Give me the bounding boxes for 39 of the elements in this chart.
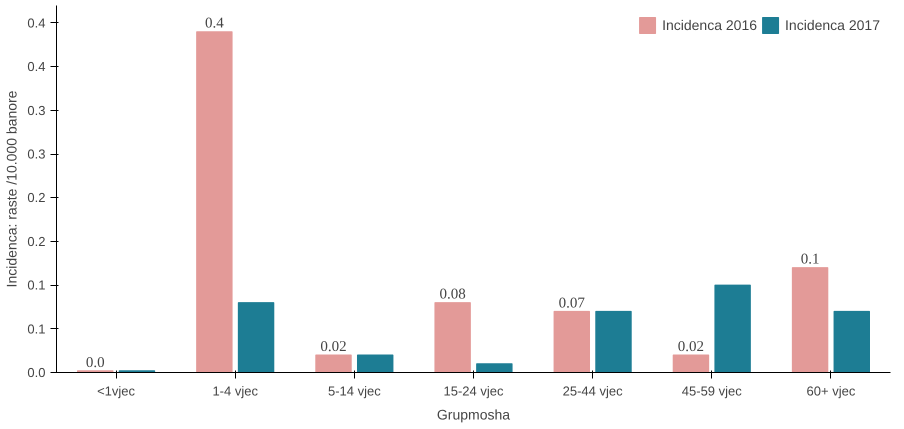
bar (476, 363, 513, 372)
y-tick-label: 0.0 (27, 365, 46, 380)
x-axis-title: Grupmosha (436, 406, 510, 422)
y-tick-label: 0.4 (27, 59, 46, 74)
y-tick-label: 0.1 (27, 321, 46, 336)
data-label: 0.1 (800, 252, 820, 268)
data-label: 0.08 (440, 286, 466, 303)
data-label: 0.02 (678, 339, 704, 356)
y-tick-label: 0.1 (27, 278, 46, 293)
x-tick-label: 1-4 vjec (212, 384, 258, 398)
x-tick-label: 15-24 vjec (444, 384, 504, 398)
y-tick-label: 0.4 (27, 15, 46, 30)
bar (714, 284, 751, 372)
x-tick-label: 5-14 vjec (328, 384, 382, 398)
y-tick-label: 0.3 (27, 102, 46, 118)
bar (792, 267, 828, 372)
bar (834, 310, 870, 372)
x-tick-label: 45-59 vjec (682, 384, 742, 398)
bar (238, 302, 274, 372)
legend-label: Incidenca 2016 (662, 17, 758, 33)
y-tick-label: 0.3 (27, 146, 46, 162)
data-label: 0.0 (86, 354, 105, 371)
y-tick-label: 0.2 (27, 234, 46, 249)
data-label: 0.07 (558, 295, 586, 312)
bar (196, 31, 233, 372)
y-axis-title: Incidenca: raste /10.000 banore (3, 90, 20, 288)
bar (672, 354, 710, 372)
y-tick-label: 0.2 (27, 190, 46, 206)
x-tick-label: 60+ vjec (806, 384, 856, 398)
bar (434, 302, 471, 372)
bar (315, 354, 352, 372)
x-tick-label: 25-44 vjec (562, 384, 624, 398)
legend-label: Incidenca 2017 (785, 17, 880, 33)
x-tick-label: <1vjec (97, 384, 136, 398)
bar (356, 354, 394, 372)
data-label: 0.4 (204, 16, 224, 32)
bar (554, 310, 590, 372)
bar (595, 310, 632, 372)
data-label: 0.02 (320, 339, 347, 356)
